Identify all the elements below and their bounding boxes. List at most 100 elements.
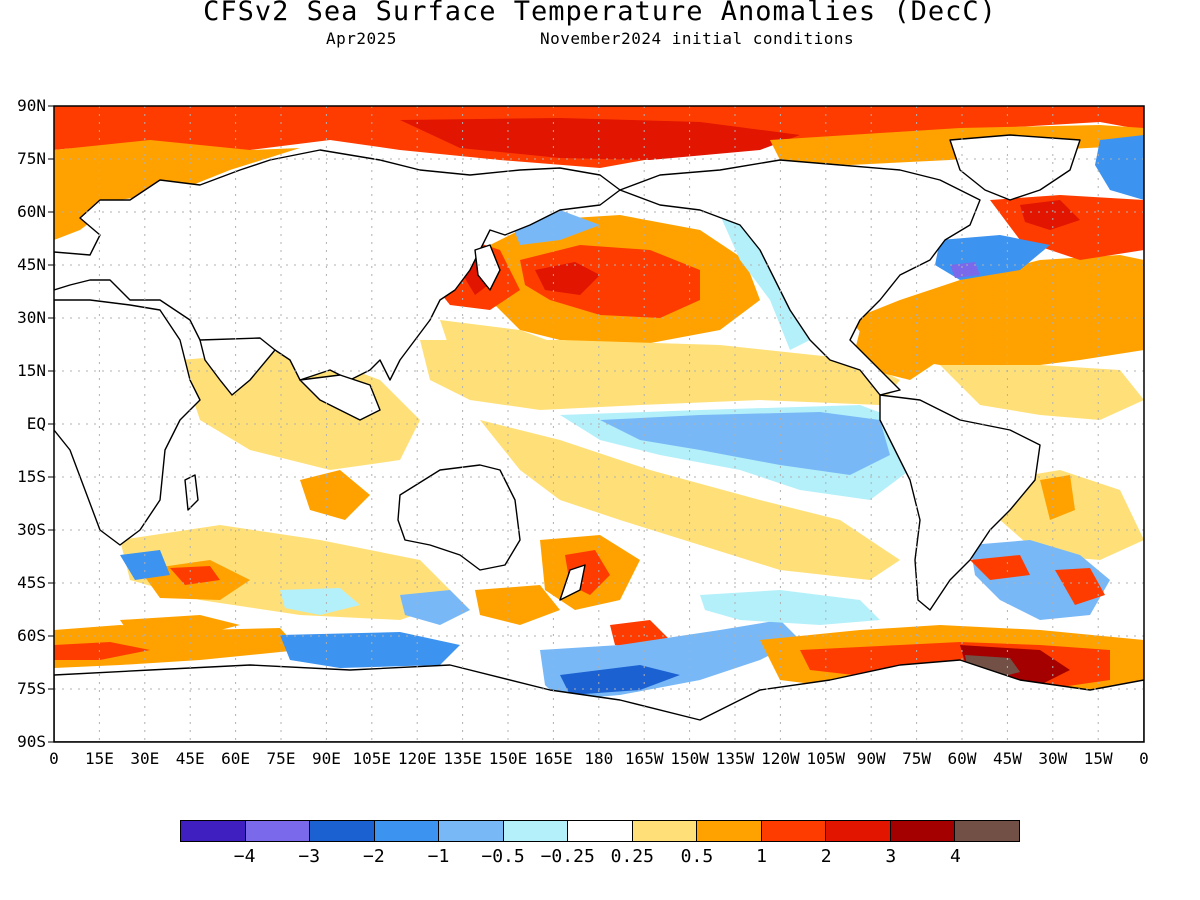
lat-label-60s: 60S bbox=[17, 626, 46, 645]
lon-label: 30E bbox=[130, 749, 160, 768]
south-indian-lightblue bbox=[280, 588, 360, 615]
legend-color-swatch bbox=[439, 821, 504, 841]
north-atlantic-orange bbox=[850, 255, 1144, 370]
lon-label: 120W bbox=[761, 749, 800, 768]
lon-label: 75W bbox=[902, 749, 932, 768]
ne-pacific-coast-blue bbox=[720, 215, 810, 350]
lon-label: 15E bbox=[84, 749, 114, 768]
lon-label: 15W bbox=[1083, 749, 1113, 768]
legend-tick-label: −3 bbox=[298, 846, 321, 867]
legend-color-swatch bbox=[374, 821, 440, 841]
south-atlantic-orange bbox=[1040, 475, 1075, 520]
legend-tick-label: −4 bbox=[233, 846, 256, 867]
lat-label-90s: 90S bbox=[17, 732, 46, 751]
legend-color-swatch bbox=[632, 821, 698, 841]
lat-label-75n: 75N bbox=[17, 149, 46, 168]
japan-land bbox=[474, 244, 501, 291]
legend-color-swatch bbox=[181, 821, 246, 841]
south-indian-blue-2 bbox=[400, 590, 470, 625]
lat-label-30s: 30S bbox=[17, 520, 46, 539]
legend-color-swatch bbox=[761, 821, 827, 841]
legend-color-swatch bbox=[310, 821, 375, 841]
lon-label: 45E bbox=[175, 749, 205, 768]
gulf-stream-purple bbox=[950, 262, 980, 278]
initial-conditions: November2024 initial conditions bbox=[540, 29, 855, 48]
north-pacific-yellow bbox=[440, 320, 560, 355]
lon-label: 135W bbox=[715, 749, 755, 768]
lon-label: 60E bbox=[221, 749, 251, 768]
antarctica-land bbox=[54, 659, 1144, 742]
lon-label: 0 bbox=[1139, 749, 1149, 768]
southern-ocean-lightblue-pacific bbox=[700, 590, 880, 625]
lat-label-45n: 45N bbox=[17, 255, 46, 274]
lat-label-90n: 90N bbox=[17, 96, 46, 115]
southern-ocean-red-west bbox=[54, 642, 150, 660]
legend-tick-label: 3 bbox=[885, 846, 897, 867]
southern-ocean-darkblue-pacific bbox=[560, 665, 680, 695]
map-grid bbox=[54, 106, 1144, 742]
lon-label: 165W bbox=[624, 749, 664, 768]
lon-label: 135E bbox=[443, 749, 482, 768]
lon-label: 150W bbox=[670, 749, 709, 768]
south-atlantic-yellow bbox=[1000, 470, 1144, 560]
new-zealand-land bbox=[559, 564, 586, 601]
north-atlantic-core bbox=[1020, 200, 1080, 230]
legend-color-swatch bbox=[826, 821, 891, 841]
greenland-land bbox=[949, 134, 1081, 201]
arctic-strong-warm bbox=[400, 118, 800, 160]
indian-ocean-orange bbox=[300, 470, 370, 520]
south-atlantic-red bbox=[970, 555, 1030, 580]
eq-pacific-blue bbox=[600, 412, 890, 475]
legend-color-swatch bbox=[568, 821, 633, 841]
lat-label-15n: 15N bbox=[17, 361, 46, 380]
legend-tick-label: −2 bbox=[363, 846, 385, 867]
lon-label: 45W bbox=[992, 749, 1022, 768]
legend-tick-label: 0.5 bbox=[680, 846, 714, 867]
legend-tick-label: 2 bbox=[820, 846, 832, 867]
lon-label: 165E bbox=[534, 749, 573, 768]
labrador-blue bbox=[1095, 135, 1144, 200]
north-pacific-red bbox=[520, 245, 700, 318]
lon-label: 30W bbox=[1038, 749, 1068, 768]
lon-label: 120E bbox=[397, 749, 437, 768]
lat-label-eq: EQ bbox=[26, 414, 46, 433]
legend-color-swatch bbox=[955, 821, 1019, 841]
lon-label: 150E bbox=[488, 749, 528, 768]
lon-label: 180 bbox=[584, 749, 614, 768]
lat-label-75s: 75S bbox=[17, 679, 46, 698]
lon-label: 60W bbox=[947, 749, 977, 768]
lat-label-60n: 60N bbox=[17, 202, 46, 221]
sst-anomaly-map bbox=[48, 105, 1145, 743]
south-indian-blue bbox=[120, 550, 170, 580]
legend-color-swatch bbox=[697, 821, 762, 841]
lon-label: 0 bbox=[49, 749, 59, 768]
legend-tick-label: −0.25 bbox=[540, 846, 595, 867]
legend-tick-label: −1 bbox=[427, 846, 450, 867]
india-land bbox=[199, 337, 276, 396]
south-atlantic-red-2 bbox=[1055, 568, 1105, 605]
southern-ocean-blue-central bbox=[280, 632, 460, 668]
legend-tick-label: 1 bbox=[756, 846, 767, 867]
lon-label: 90W bbox=[856, 749, 886, 768]
legend-color-swatch bbox=[890, 821, 956, 841]
lon-label: 90E bbox=[311, 749, 341, 768]
legend-color-swatch bbox=[503, 821, 569, 841]
lat-label-45s: 45S bbox=[17, 573, 46, 592]
lon-label: 105E bbox=[352, 749, 392, 768]
south-indian-red bbox=[170, 566, 220, 585]
southern-ocean-orange-indian bbox=[120, 615, 240, 635]
lon-label: 75E bbox=[266, 749, 296, 768]
lon-label: 105W bbox=[806, 749, 846, 768]
indochina-land bbox=[299, 374, 381, 421]
legend-tick-label: 0.25 bbox=[610, 846, 654, 867]
legend-color-swatch bbox=[245, 821, 311, 841]
south-pacific-orange bbox=[475, 585, 560, 625]
legend-tick-label: −0.5 bbox=[481, 846, 525, 867]
subtropical-yellow-band bbox=[420, 340, 900, 410]
tropical-atlantic-yellow bbox=[940, 365, 1144, 420]
lat-label-15s: 15S bbox=[17, 467, 46, 486]
color-legend-bar bbox=[180, 820, 1020, 842]
forecast-month: Apr2025 bbox=[326, 29, 397, 48]
legend-tick-label: 4 bbox=[949, 846, 961, 867]
map-title: CFSv2 Sea Surface Temperature Anomalies … bbox=[203, 0, 997, 27]
